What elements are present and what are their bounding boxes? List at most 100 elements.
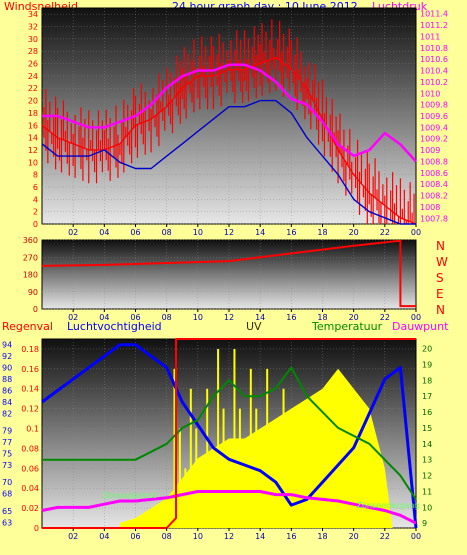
direction-axis-tick: 270 [23,253,38,262]
dewpoint-label: Dauwpunt [392,320,449,333]
wind-direction-line [41,240,416,308]
pressure-axis-tick: 1008.2 [420,192,448,201]
wind-axis-tick: 6 [33,183,38,192]
wind-axis-tick: 24 [28,72,38,81]
x-tick-label: 14 [255,313,265,322]
sunset-annotation: Zonsondergang [357,501,420,510]
humidity-axis-tick: 70 [2,478,12,487]
pressure-axis-tick: 1009.6 [420,112,448,121]
dewpoint-series-line [41,490,417,525]
x-tick-label: 20 [349,313,359,322]
x-tick-label: 04 [99,228,109,237]
humidity-axis-tick: 75 [2,450,12,459]
wind-axis-tick: 10 [28,158,38,167]
humidity-axis-tick: 86 [2,387,12,396]
wind-axis-tick: 18 [28,109,38,118]
temperature-label: Temperatuur [312,320,383,333]
humidity-axis-tick: 88 [2,375,12,384]
x-tick-label: 20 [349,532,359,541]
humidity-label: Luchtvochtigheid [67,320,162,333]
x-tick-label: 22 [380,228,390,237]
rain-axis-tick: 0.02 [21,504,39,513]
x-tick-label: 00 [411,532,421,541]
wind-axis-tick: 4 [33,195,38,204]
x-tick-label: 02 [68,228,78,237]
direction-label-n-top: N [436,239,445,253]
pressure-axis-tick: 1010.6 [420,55,448,64]
pressure-axis-tick: 1008.6 [420,169,448,178]
pressure-axis-tick: 1007.8 [420,214,448,223]
humidity-axis-tick: 90 [2,364,12,373]
humidity-axis-tick: 63 [2,518,12,527]
x-tick-label: 16 [286,532,296,541]
x-tick-label: 22 [380,532,390,541]
x-tick-label: 18 [317,228,327,237]
temperature-axis-tick: 13 [422,456,432,465]
uv-label: UV [246,320,262,333]
x-tick-label: 06 [130,532,140,541]
x-tick-label: 18 [317,532,327,541]
humidity-axis-tick: 92 [2,352,12,361]
pressure-axis-tick: 1010.2 [420,78,448,87]
wind-axis-tick: 26 [28,60,38,69]
x-tick-label: 08 [162,532,172,541]
direction-axis-tick: 90 [28,288,38,297]
wind-axis-tick: 14 [28,134,38,143]
temperature-axis-tick: 14 [422,440,432,449]
pressure-axis-tick: 1009.8 [420,101,448,110]
x-tick-label: 20 [349,228,359,237]
humidity-axis-tick: 77 [2,438,12,447]
x-tick-label: 10 [193,532,203,541]
x-tick-label: 14 [255,532,265,541]
pressure-axis-tick: 1009 [420,146,440,155]
direction-label-e: E [436,287,444,301]
wind-axis-tick: 22 [28,84,38,93]
rain-axis-tick: 0.18 [21,345,39,354]
wind-axis-tick: 8 [33,171,38,180]
humidity-axis-tick: 82 [2,409,12,418]
rain-axis-tick: 0.04 [21,484,39,493]
x-tick-label: 00 [411,228,421,237]
rain-axis-tick: 0.16 [21,365,39,374]
temperature-axis-tick: 17 [422,392,432,401]
wind-axis-tick: 28 [28,47,38,56]
direction-axis-tick: 360 [23,236,38,245]
wind-axis-tick: 2 [33,208,38,217]
x-tick-label: 10 [193,313,203,322]
rain-axis-tick: 0.12 [21,405,39,414]
wind-axis-tick: 34 [28,10,38,19]
pressure-axis-tick: 1011.4 [420,10,448,19]
rain-axis-tick: 0.08 [21,444,39,453]
rain-axis-tick: 0 [34,524,39,533]
temperature-axis-tick: 10 [422,503,432,512]
wind-axis-tick: 0 [33,220,38,229]
pressure-axis-tick: 1010 [420,89,440,98]
x-tick-label: 04 [99,313,109,322]
temperature-axis-tick: 16 [422,408,432,417]
x-tick-label: 08 [162,313,172,322]
pressure-axis-tick: 1011 [420,32,440,41]
pressure-axis-tick: 1010.4 [420,67,448,76]
pressure-axis-tick: 1008.4 [420,180,448,189]
temperature-axis-tick: 19 [422,360,432,369]
gust-series-line [41,99,416,225]
humidity-axis-tick: 79 [2,427,12,436]
pressure-axis-tick: 1009.2 [420,135,448,144]
pressure-axis-tick: 1008 [420,203,440,212]
rain-axis-tick: 0.06 [21,464,39,473]
direction-axis-tick: 180 [23,271,38,280]
humidity-axis-tick: 68 [2,490,12,499]
temperature-axis-tick: 11 [422,487,432,496]
x-tick-label: 02 [68,313,78,322]
humidity-axis-tick: 84 [2,398,12,407]
humidity-axis-tick: 73 [2,461,12,470]
wind-axis-tick: 16 [28,121,38,130]
pressure-axis-tick: 1011.2 [420,21,448,30]
sunrise-annotation: Zonsopkomst [102,491,156,500]
direction-label-n-bottom: N [436,303,445,317]
x-tick-label: 04 [99,532,109,541]
humidity-axis-tick: 65 [2,507,12,516]
rain-axis-tick: 0.14 [21,385,39,394]
wind-axis-tick: 12 [28,146,38,155]
